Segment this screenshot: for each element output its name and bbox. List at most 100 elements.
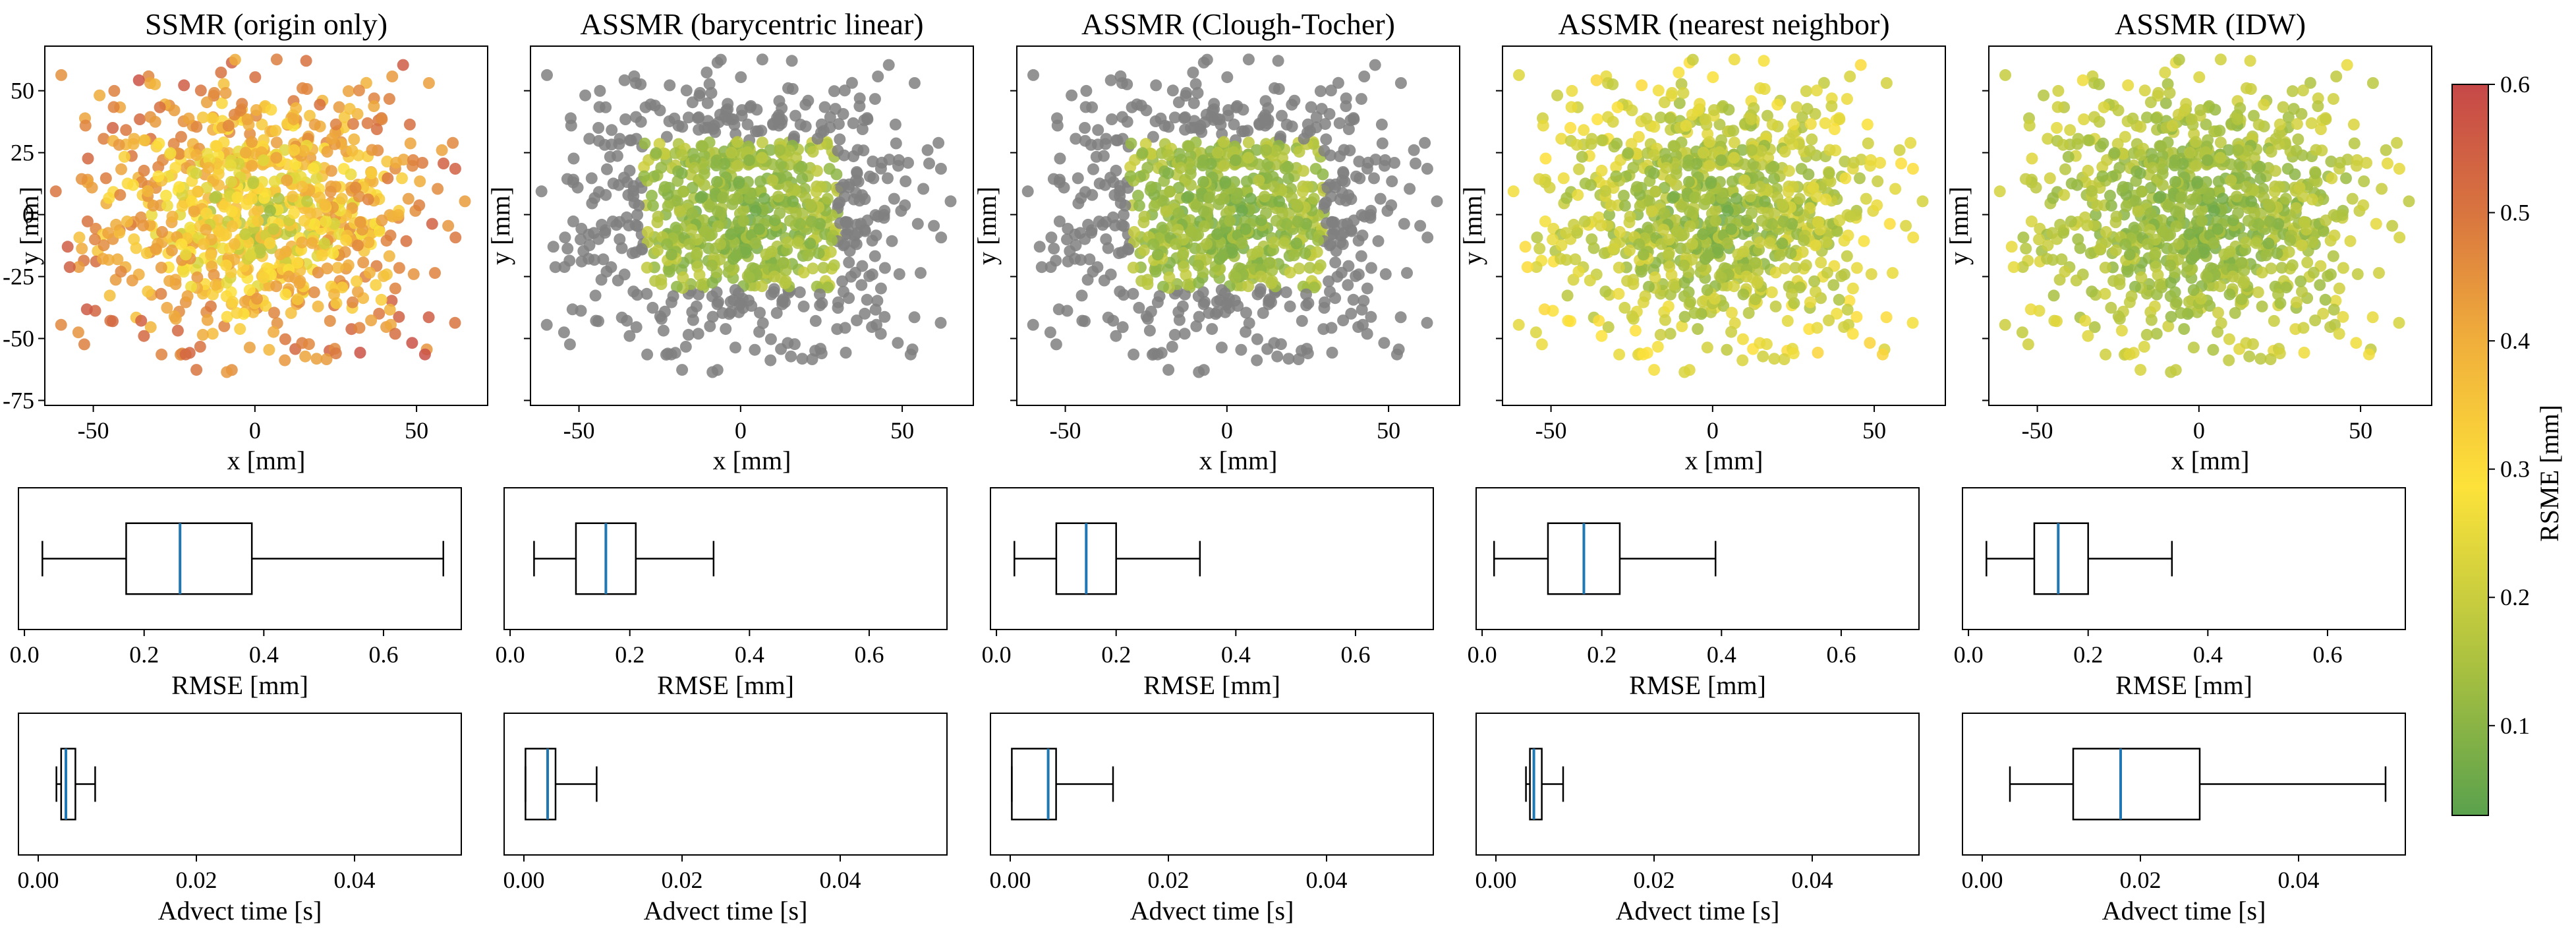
scatter-point	[1284, 300, 1296, 312]
scatter-point	[272, 192, 285, 205]
scatter-point	[2218, 248, 2231, 260]
scatter-point	[756, 280, 768, 293]
scatter-point	[1629, 324, 1642, 337]
scatter-point	[783, 144, 795, 157]
scatter-point	[1703, 192, 1716, 205]
scatter-point	[535, 185, 548, 198]
scatter-point	[194, 84, 207, 97]
scatter-point	[1251, 354, 1263, 366]
scatter-point	[743, 154, 755, 167]
scatter-point	[1876, 348, 1889, 361]
scatter-point	[1507, 185, 1520, 198]
scatter-point	[1242, 152, 1255, 164]
scatter-point	[600, 189, 612, 201]
scatter-point	[729, 284, 741, 296]
scatter-point	[2099, 287, 2111, 300]
scatter-point	[329, 347, 342, 360]
scatter-point	[1806, 133, 1818, 146]
scatter-point	[673, 205, 686, 218]
scatter-panel-4: -50 0 50x [mm]y [mm]ASSMR (nearest neighbo…	[1458, 7, 1946, 475]
scatter-point	[1678, 366, 1691, 378]
scatter-point	[400, 235, 413, 247]
scatter-point	[1738, 174, 1751, 187]
scatter-point	[389, 282, 401, 295]
scatter-point	[1237, 103, 1249, 116]
scatter-point	[1812, 347, 1824, 359]
scatter-point	[342, 85, 355, 98]
scatter-point	[1688, 307, 1701, 319]
scatter-point	[740, 243, 752, 256]
scatter-point	[2132, 205, 2144, 218]
scatter-point	[589, 289, 602, 302]
scatter-point	[2024, 303, 2037, 316]
scatter-point	[838, 285, 849, 298]
scatter-point	[321, 262, 333, 275]
scatter-point	[731, 160, 744, 172]
scatter-point	[2152, 87, 2165, 99]
scatter-point	[1260, 207, 1273, 220]
scatter-point	[635, 243, 648, 255]
scatter-point	[386, 210, 399, 223]
scatter-point	[777, 256, 789, 269]
scatter-point	[288, 207, 301, 220]
scatter-point	[1590, 74, 1603, 86]
x-tick-label: 0	[735, 417, 747, 444]
scatter-point	[2196, 215, 2208, 227]
scatter-point	[2393, 163, 2405, 175]
scatter-point	[737, 293, 749, 305]
scatter-point	[279, 288, 292, 301]
scatter-point	[711, 205, 724, 218]
scatter-point	[714, 53, 727, 66]
scatter-point	[1216, 249, 1228, 262]
y-tick-label: -75	[3, 387, 34, 413]
scatter-point	[1200, 108, 1213, 121]
scatter-point	[1058, 181, 1070, 194]
scatter-point	[1595, 330, 1608, 342]
scatter-point	[1844, 210, 1856, 223]
scatter-point	[1401, 267, 1413, 279]
scatter-point	[1631, 181, 1643, 193]
scatter-point	[2223, 333, 2235, 345]
scatter-point	[1147, 131, 1159, 143]
scatter-point	[254, 243, 266, 256]
scatter-point	[1533, 173, 1545, 185]
scatter-point	[676, 364, 689, 376]
scatter-point	[794, 218, 807, 230]
scatter-point	[246, 160, 258, 172]
scatter-point	[882, 59, 895, 71]
scatter-point	[79, 119, 92, 132]
scatter-point	[2123, 249, 2136, 261]
scatter-point	[1274, 338, 1287, 351]
scatter-point	[2366, 311, 2379, 324]
scatter-point	[623, 220, 635, 232]
scatter-point	[290, 102, 302, 115]
scatter-point	[1841, 250, 1853, 262]
scatter-point	[2214, 280, 2227, 293]
scatter-point	[72, 261, 85, 274]
scatter-point	[1340, 100, 1352, 113]
scatter-point	[655, 312, 668, 325]
scatter-point	[2194, 104, 2206, 116]
scatter-point	[2072, 233, 2084, 245]
scatter-point	[239, 228, 251, 241]
scatter-point	[2163, 87, 2176, 99]
scatter-point	[120, 124, 132, 136]
scatter-point	[206, 328, 219, 340]
scatter-point	[256, 118, 268, 131]
scatter-point	[1079, 122, 1091, 134]
scatter-point	[368, 100, 380, 113]
x-tick-label: 0.6	[2312, 641, 2342, 668]
x-tick-label: 0.00	[1475, 867, 1517, 893]
scatter-point	[1273, 83, 1285, 95]
scatter-point	[1642, 221, 1654, 234]
scatter-point	[1586, 132, 1598, 145]
scatter-point	[2138, 84, 2151, 97]
scatter-point	[2098, 101, 2110, 113]
scatter-point	[1211, 228, 1223, 241]
scatter-point	[2252, 218, 2265, 230]
scatter-point	[1766, 218, 1779, 230]
scatter-point	[754, 175, 766, 188]
scatter-point	[202, 161, 215, 174]
